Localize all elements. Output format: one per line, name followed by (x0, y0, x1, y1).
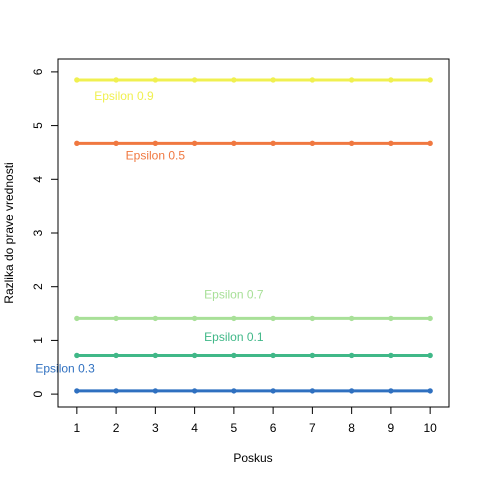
data-point (191, 140, 198, 147)
series-3 (74, 315, 433, 322)
y-tick-label: 4 (31, 176, 45, 183)
x-axis-title: Poskus (233, 451, 272, 465)
series-label: Epsilon 0.1 (204, 330, 264, 344)
x-tick-label: 9 (388, 421, 395, 435)
y-axis-title: Razlika do prave vrednosti (2, 162, 16, 303)
x-tick-label: 5 (231, 421, 238, 435)
series-label: Epsilon 0.9 (94, 89, 154, 103)
data-point (74, 388, 80, 394)
x-tick-label: 4 (191, 421, 198, 435)
data-point (152, 315, 159, 322)
x-tick-label: 2 (113, 421, 120, 435)
data-point (348, 388, 355, 394)
x-tick-label: 6 (270, 421, 277, 435)
data-point (74, 77, 80, 83)
data-point (191, 388, 198, 394)
y-tick-label: 3 (31, 229, 45, 236)
data-point (270, 140, 276, 147)
data-point (74, 140, 80, 147)
data-point (113, 77, 119, 83)
y-axis: 0 1 2 3 4 5 6 (31, 68, 59, 397)
data-point (231, 77, 237, 83)
data-point (113, 140, 119, 147)
data-point (152, 77, 159, 83)
data-point (309, 388, 316, 394)
data-point (113, 388, 119, 394)
data-point (191, 352, 198, 359)
data-point (309, 352, 316, 359)
data-point (231, 388, 237, 394)
data-point (191, 315, 198, 322)
series-1 (74, 77, 433, 83)
data-point (309, 315, 316, 322)
y-tick-label: 6 (31, 68, 45, 75)
y-tick-label: 2 (31, 283, 45, 290)
data-point (388, 77, 394, 83)
data-point (113, 352, 119, 359)
data-point (270, 77, 276, 83)
data-point (191, 77, 198, 83)
data-point (388, 388, 394, 394)
data-point (388, 315, 394, 322)
y-tick-label: 0 (31, 390, 45, 397)
series-2 (74, 140, 433, 147)
data-point (427, 315, 433, 322)
data-point (388, 140, 394, 147)
series-label: Epsilon 0.3 (35, 362, 95, 376)
data-point (74, 315, 80, 322)
data-point (74, 352, 80, 359)
data-point (427, 77, 433, 83)
data-point (152, 352, 159, 359)
data-point (309, 77, 316, 83)
x-axis: 1 2 3 4 5 6 7 8 9 10 (73, 406, 437, 435)
series-label: Epsilon 0.7 (204, 288, 264, 302)
x-tick-label: 8 (348, 421, 355, 435)
data-point (270, 388, 276, 394)
data-point (388, 352, 394, 359)
data-point (427, 140, 433, 147)
data-point (348, 140, 355, 147)
data-point (270, 315, 276, 322)
series-label: Epsilon 0.5 (126, 148, 186, 162)
data-point (231, 315, 237, 322)
data-point (309, 140, 316, 147)
series-5 (74, 388, 433, 394)
data-point (270, 352, 276, 359)
data-point (231, 352, 237, 359)
data-point (348, 315, 355, 322)
x-tick-label: 7 (309, 421, 316, 435)
series-label-layer: Epsilon 0.9 Epsilon 0.5 Epsilon 0.7 Epsilon… (35, 89, 264, 376)
y-tick-label: 5 (31, 122, 45, 129)
data-point (427, 352, 433, 359)
data-point (348, 77, 355, 83)
data-point (152, 388, 159, 394)
data-point (113, 315, 119, 322)
x-tick-label: 3 (152, 421, 159, 435)
data-point (348, 352, 355, 359)
x-tick-label: 10 (423, 421, 437, 435)
series-layer (74, 77, 433, 394)
y-tick-label: 1 (31, 337, 45, 344)
x-tick-label: 1 (73, 421, 80, 435)
series-4 (74, 352, 433, 359)
data-point (427, 388, 433, 394)
data-point (231, 140, 237, 147)
data-point (152, 140, 159, 147)
